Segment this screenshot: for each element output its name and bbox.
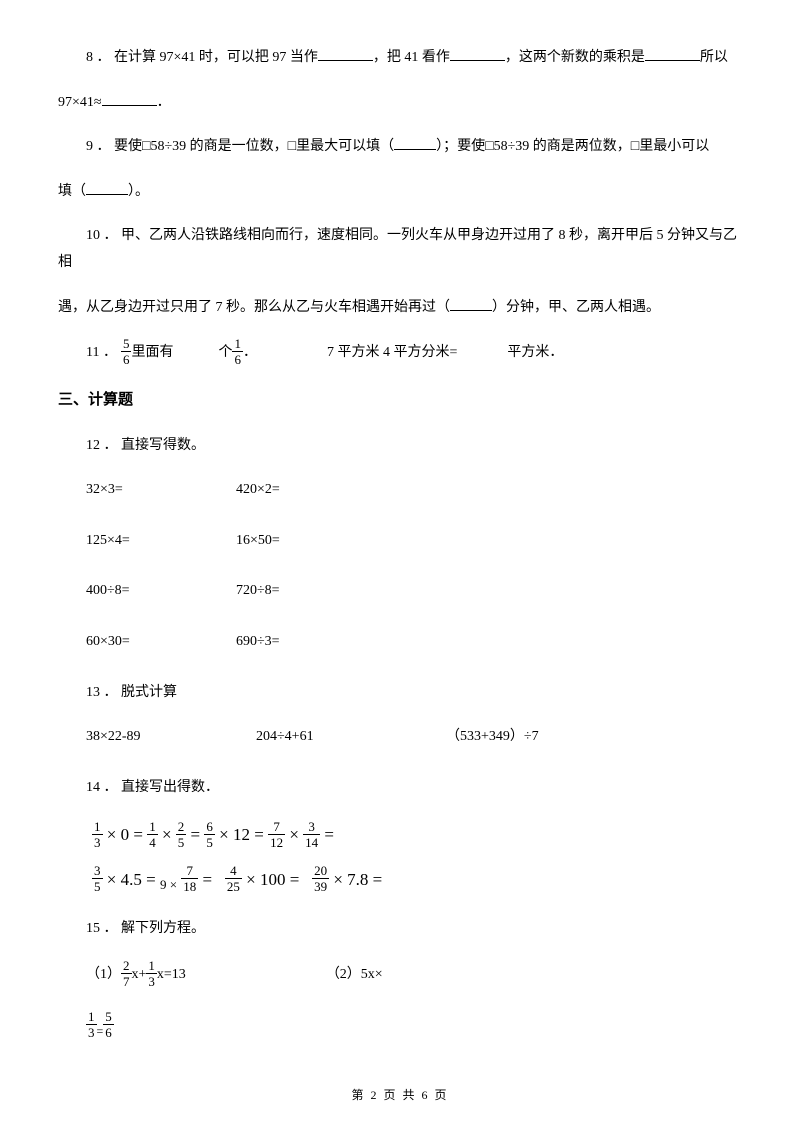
question-9-line2: 填（ ）。 [58, 179, 742, 206]
question-10-line2: 遇，从乙身边开过只用了 7 秒。那么从乙与火车相遇开始再过（ ）分钟，甲、乙两人相… [58, 295, 742, 322]
blank [86, 181, 128, 195]
blank [102, 92, 157, 106]
fraction: 712 [268, 820, 285, 849]
q-text: ）；要使□58÷39 的商是两位数，□里最小可以 [436, 139, 709, 154]
q-text: ，这两个新数的乘积是 [505, 50, 645, 65]
fraction: 13 [92, 820, 103, 849]
q-text: ）。 [128, 184, 149, 199]
fraction: 27 [121, 959, 132, 988]
q-title: 直接写得数。 [118, 438, 206, 453]
fraction: 13 [146, 959, 157, 988]
fraction: 16 [232, 337, 243, 366]
q-text: 7 平方米 4 平方分米= [327, 340, 457, 367]
question-15-sub: （1） 27 x+ 13 x=13 （2）5x× [86, 961, 742, 990]
question-14: 14 ． 直接写出得数． [58, 775, 742, 802]
question-10: 10 ． 甲、乙两人沿铁路线相向而行，速度相同。一列火车从甲身边开过用了 8 秒… [58, 223, 742, 276]
calc-row: 125×4=16×50= [86, 528, 742, 555]
sub-label: （1） [86, 962, 121, 989]
fraction: 425 [225, 864, 242, 893]
q-text: ． [243, 340, 257, 367]
q-text: 要使□58÷39 的商是一位数，□里最大可以填（ [111, 139, 395, 154]
fraction: 35 [92, 864, 103, 893]
q-text: 甲、乙两人沿铁路线相向而行，速度相同。一列火车从甲身边开过用了 8 秒，离开甲后… [58, 228, 737, 270]
calc-item: 400÷8= [86, 578, 236, 605]
calc-row: 38×22-89204÷4+61（533+349）÷7 [86, 724, 742, 751]
blank [318, 47, 373, 61]
fraction: 25 [176, 820, 187, 849]
q-text: 填（ [58, 184, 86, 199]
q-text: 个 [218, 340, 232, 367]
q-text: x+ [132, 962, 147, 989]
question-15: 15 ． 解下列方程。 [58, 916, 742, 943]
calc-item: （533+349）÷7 [446, 729, 539, 744]
fraction: 2039 [312, 864, 329, 893]
q-text: ，把 41 看作 [373, 50, 450, 65]
q-title: 解下列方程。 [118, 921, 206, 936]
q-text: 遇，从乙身边开过只用了 7 秒。那么从乙与火车相遇开始再过（ [58, 300, 450, 315]
question-8-line2: 97×41≈ ． [58, 90, 742, 117]
q-title: 脱式计算 [118, 685, 178, 700]
calc-item: 38×22-89 [86, 724, 256, 751]
q-title: 直接写出得数． [118, 780, 220, 795]
calc-item: 420×2= [236, 477, 386, 504]
q-text: 里面有 [131, 340, 173, 367]
page-footer: 第 2 页 共 6 页 [0, 1084, 800, 1107]
q-text: （2）5x× [326, 962, 383, 989]
q-num: 11 ． [86, 340, 117, 367]
question-9: 9 ． 要使□58÷39 的商是一位数，□里最大可以填（ ）；要使□58÷39 的… [58, 134, 742, 161]
q-num: 15 ． [86, 921, 118, 936]
calc-item: 690÷3= [236, 629, 386, 656]
math-line-1: 13 × 0 = 14 × 25 = 65 × 12 = 712 × 314 = [92, 819, 742, 851]
question-8: 8 ． 在计算 97×41 时，可以把 97 当作 ，把 41 看作 ，这两个新数的… [58, 45, 742, 72]
math-line-2: 35 × 4.5 = 9 × 718 = 425 × 100 = 2039 × … [92, 864, 742, 896]
fraction: 56 [103, 1010, 114, 1039]
blank [450, 47, 505, 61]
q-text: x=13 [157, 962, 186, 989]
q-text: ． [157, 95, 171, 110]
calc-row: 32×3=420×2= [86, 477, 742, 504]
question-13: 13 ． 脱式计算 [58, 680, 742, 707]
question-11: 11 ． 56 里面有 个 16 ． 7 平方米 4 平方分米= 平方米． [86, 339, 742, 368]
fraction: 13 [86, 1010, 97, 1039]
calc-row: 60×30=690÷3= [86, 629, 742, 656]
q-text: ）分钟，甲、乙两人相遇。 [492, 300, 660, 315]
blank [645, 47, 700, 61]
section-title-3: 三、计算题 [58, 386, 742, 415]
fraction: 65 [204, 820, 215, 849]
q-num: 13 ． [86, 685, 118, 700]
calc-item: 125×4= [86, 528, 236, 555]
fraction: 14 [147, 820, 158, 849]
question-12: 12 ． 直接写得数。 [58, 433, 742, 460]
q-num: 12 ． [86, 438, 118, 453]
calc-item: 204÷4+61 [256, 724, 446, 751]
calc-item: 720÷8= [236, 578, 386, 605]
calc-item: 60×30= [86, 629, 236, 656]
q-num: 9 ． [86, 139, 111, 154]
q-num: 14 ． [86, 780, 118, 795]
fraction: 718 [181, 864, 198, 893]
q-num: 8 ． [86, 50, 111, 65]
blank [394, 136, 436, 150]
fraction: 56 [121, 337, 132, 366]
q-text: 平方米． [507, 340, 563, 367]
blank [450, 297, 492, 311]
q-text: = [97, 1020, 104, 1043]
q-num: 10 ． [86, 228, 118, 243]
q-text: 所以 [700, 50, 728, 65]
q-text: 在计算 97×41 时，可以把 97 当作 [111, 50, 318, 65]
q-text: 97×41≈ [58, 95, 102, 110]
fraction: 314 [303, 820, 320, 849]
question-15-sub3: 13 = 56 [86, 1012, 742, 1041]
calc-item: 32×3= [86, 477, 236, 504]
calc-row: 400÷8=720÷8= [86, 578, 742, 605]
calc-item: 16×50= [236, 528, 386, 555]
